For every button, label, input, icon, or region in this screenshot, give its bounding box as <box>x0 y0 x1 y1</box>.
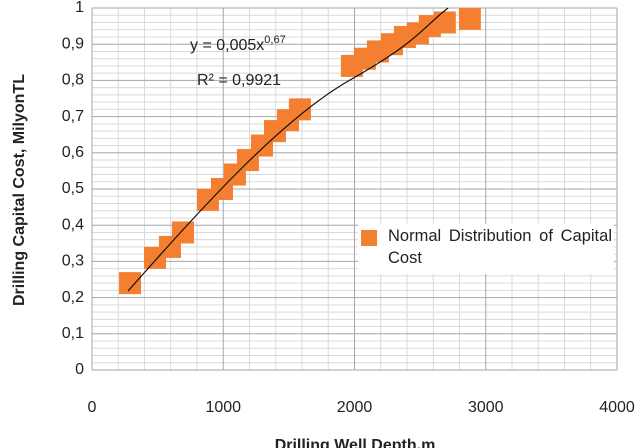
marker <box>288 98 311 121</box>
x-axis-title: Drilling Well Depth,m <box>275 437 436 448</box>
marker <box>171 221 194 244</box>
y-tick-label: 0,6 <box>62 144 84 161</box>
y-tick-label: 0 <box>75 361 84 378</box>
r-squared: R² = 0,9921 <box>197 72 281 89</box>
marker <box>119 272 142 295</box>
x-tick-label: 2000 <box>337 399 373 416</box>
y-tick-label: 0,2 <box>62 289 84 306</box>
x-tick-label: 0 <box>88 399 97 416</box>
y-tick-label: 0,4 <box>62 216 84 233</box>
y-tick-label: 0,1 <box>62 325 84 342</box>
legend-label: Normal Distribution of Capital Cost <box>388 227 612 267</box>
x-tick-label: 1000 <box>205 399 241 416</box>
trendline <box>127 7 449 292</box>
y-tick-label: 0,5 <box>62 180 84 197</box>
y-tick-label: 0,7 <box>62 108 84 125</box>
equation: y = 0,005x0,67 <box>190 34 286 54</box>
y-tick-label: 1 <box>75 0 84 16</box>
marker <box>458 7 481 30</box>
x-tick-label: 4000 <box>599 399 635 416</box>
legend: Normal Distribution of Capital Cost <box>358 224 614 274</box>
y-tick-label: 0,9 <box>62 35 84 52</box>
y-tick-label: 0,3 <box>62 253 84 270</box>
legend-swatch <box>361 230 377 246</box>
y-tick-label: 0,8 <box>62 72 84 89</box>
x-tick-label: 3000 <box>468 399 504 416</box>
marker <box>433 11 456 34</box>
y-axis-title: Drilling Capital Cost, MilyonTL <box>11 74 28 306</box>
